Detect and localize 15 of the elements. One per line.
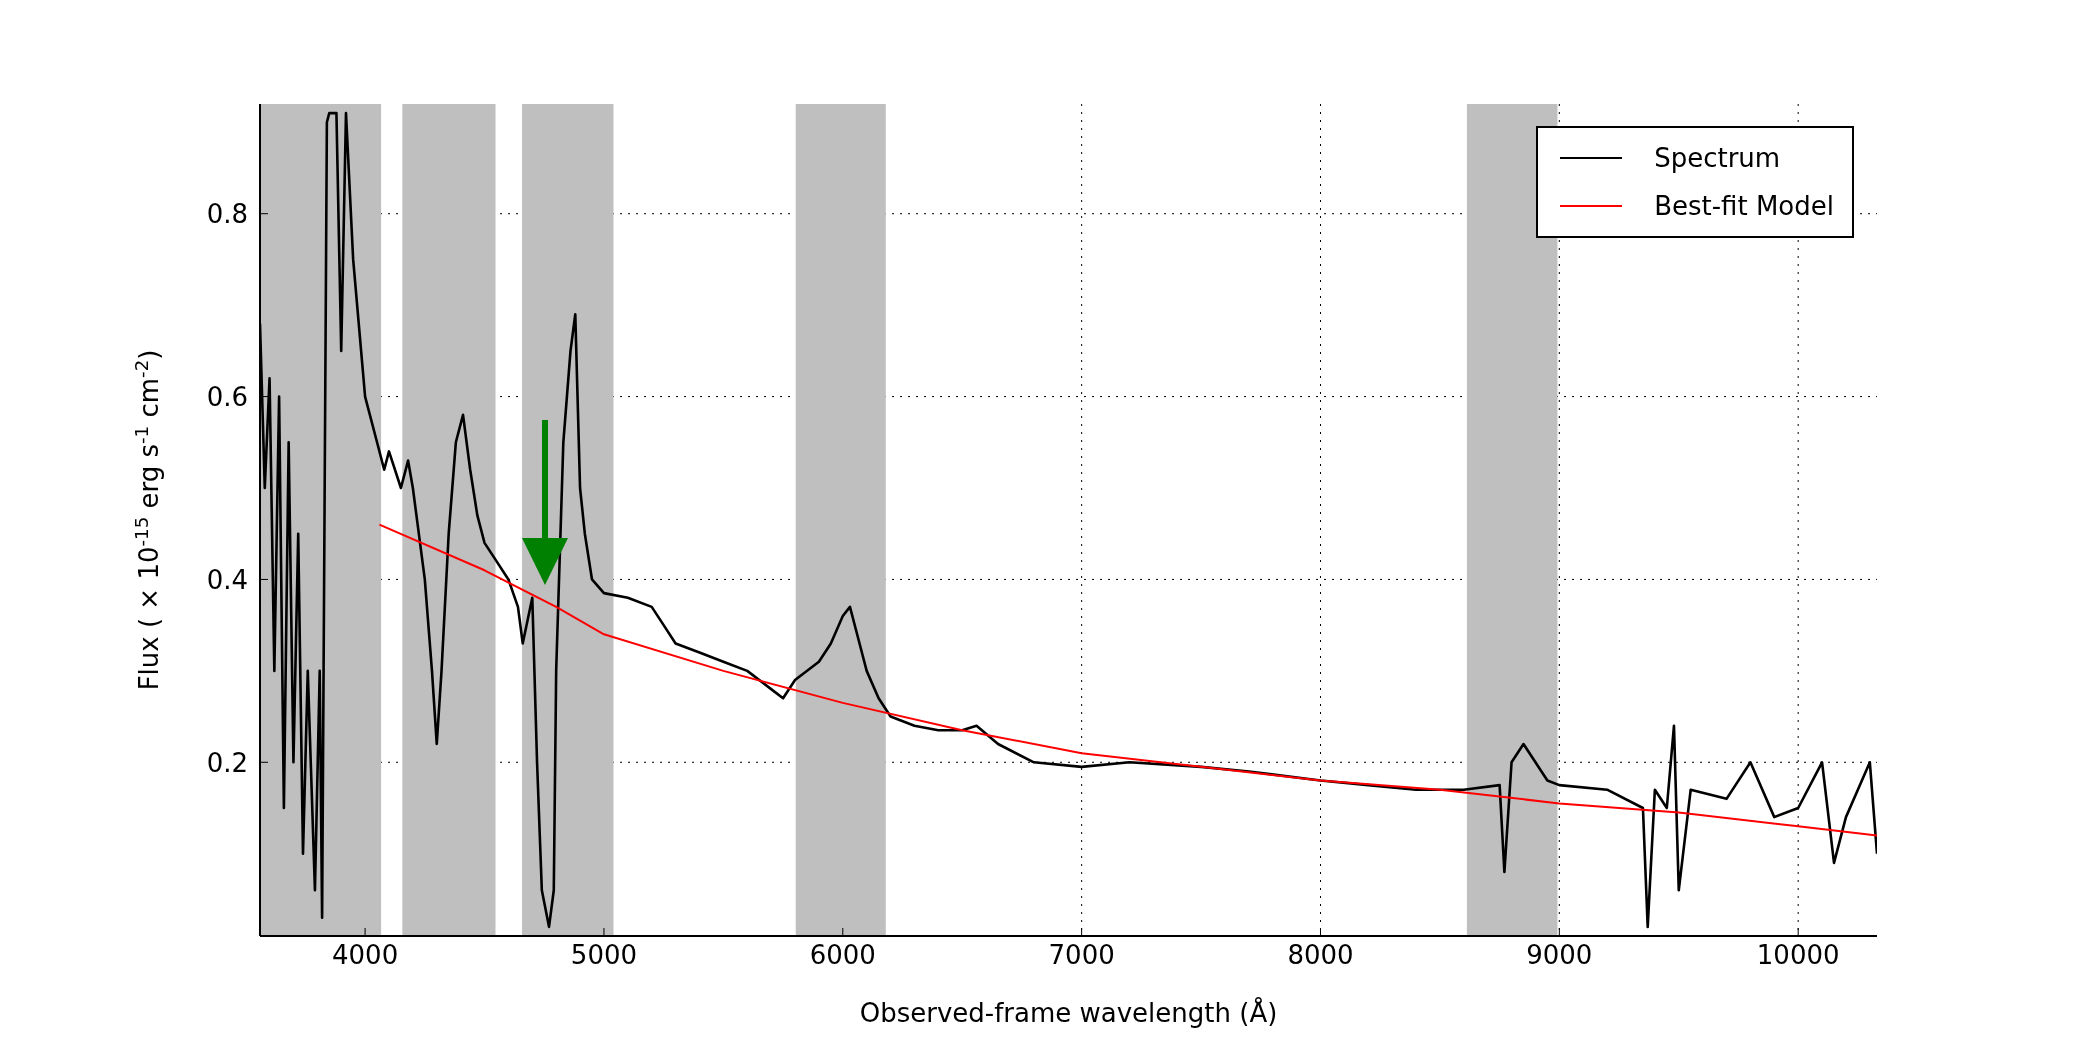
line-series — [378, 523, 1877, 837]
x-axis-title: Observed-frame wavelength (Å) — [859, 997, 1278, 1028]
x-tick-label: 8000 — [1287, 940, 1354, 971]
y-tick-label: 0.8 — [206, 198, 248, 229]
x-tick-label: 7000 — [1048, 940, 1115, 971]
x-tick-label: 10000 — [1756, 940, 1840, 971]
x-tick-label: 6000 — [809, 940, 876, 971]
y-tick-label: 0.2 — [206, 747, 248, 778]
legend-label: Spectrum — [1654, 143, 1781, 173]
x-tick-label: 4000 — [332, 940, 399, 971]
y-tick-label: 0.4 — [206, 564, 248, 595]
x-tick-label: 5000 — [570, 940, 638, 971]
legend-label: Best-fit Model — [1654, 191, 1834, 221]
y-tick-label: 0.6 — [206, 381, 248, 412]
x-tick-label: 9000 — [1526, 940, 1593, 971]
